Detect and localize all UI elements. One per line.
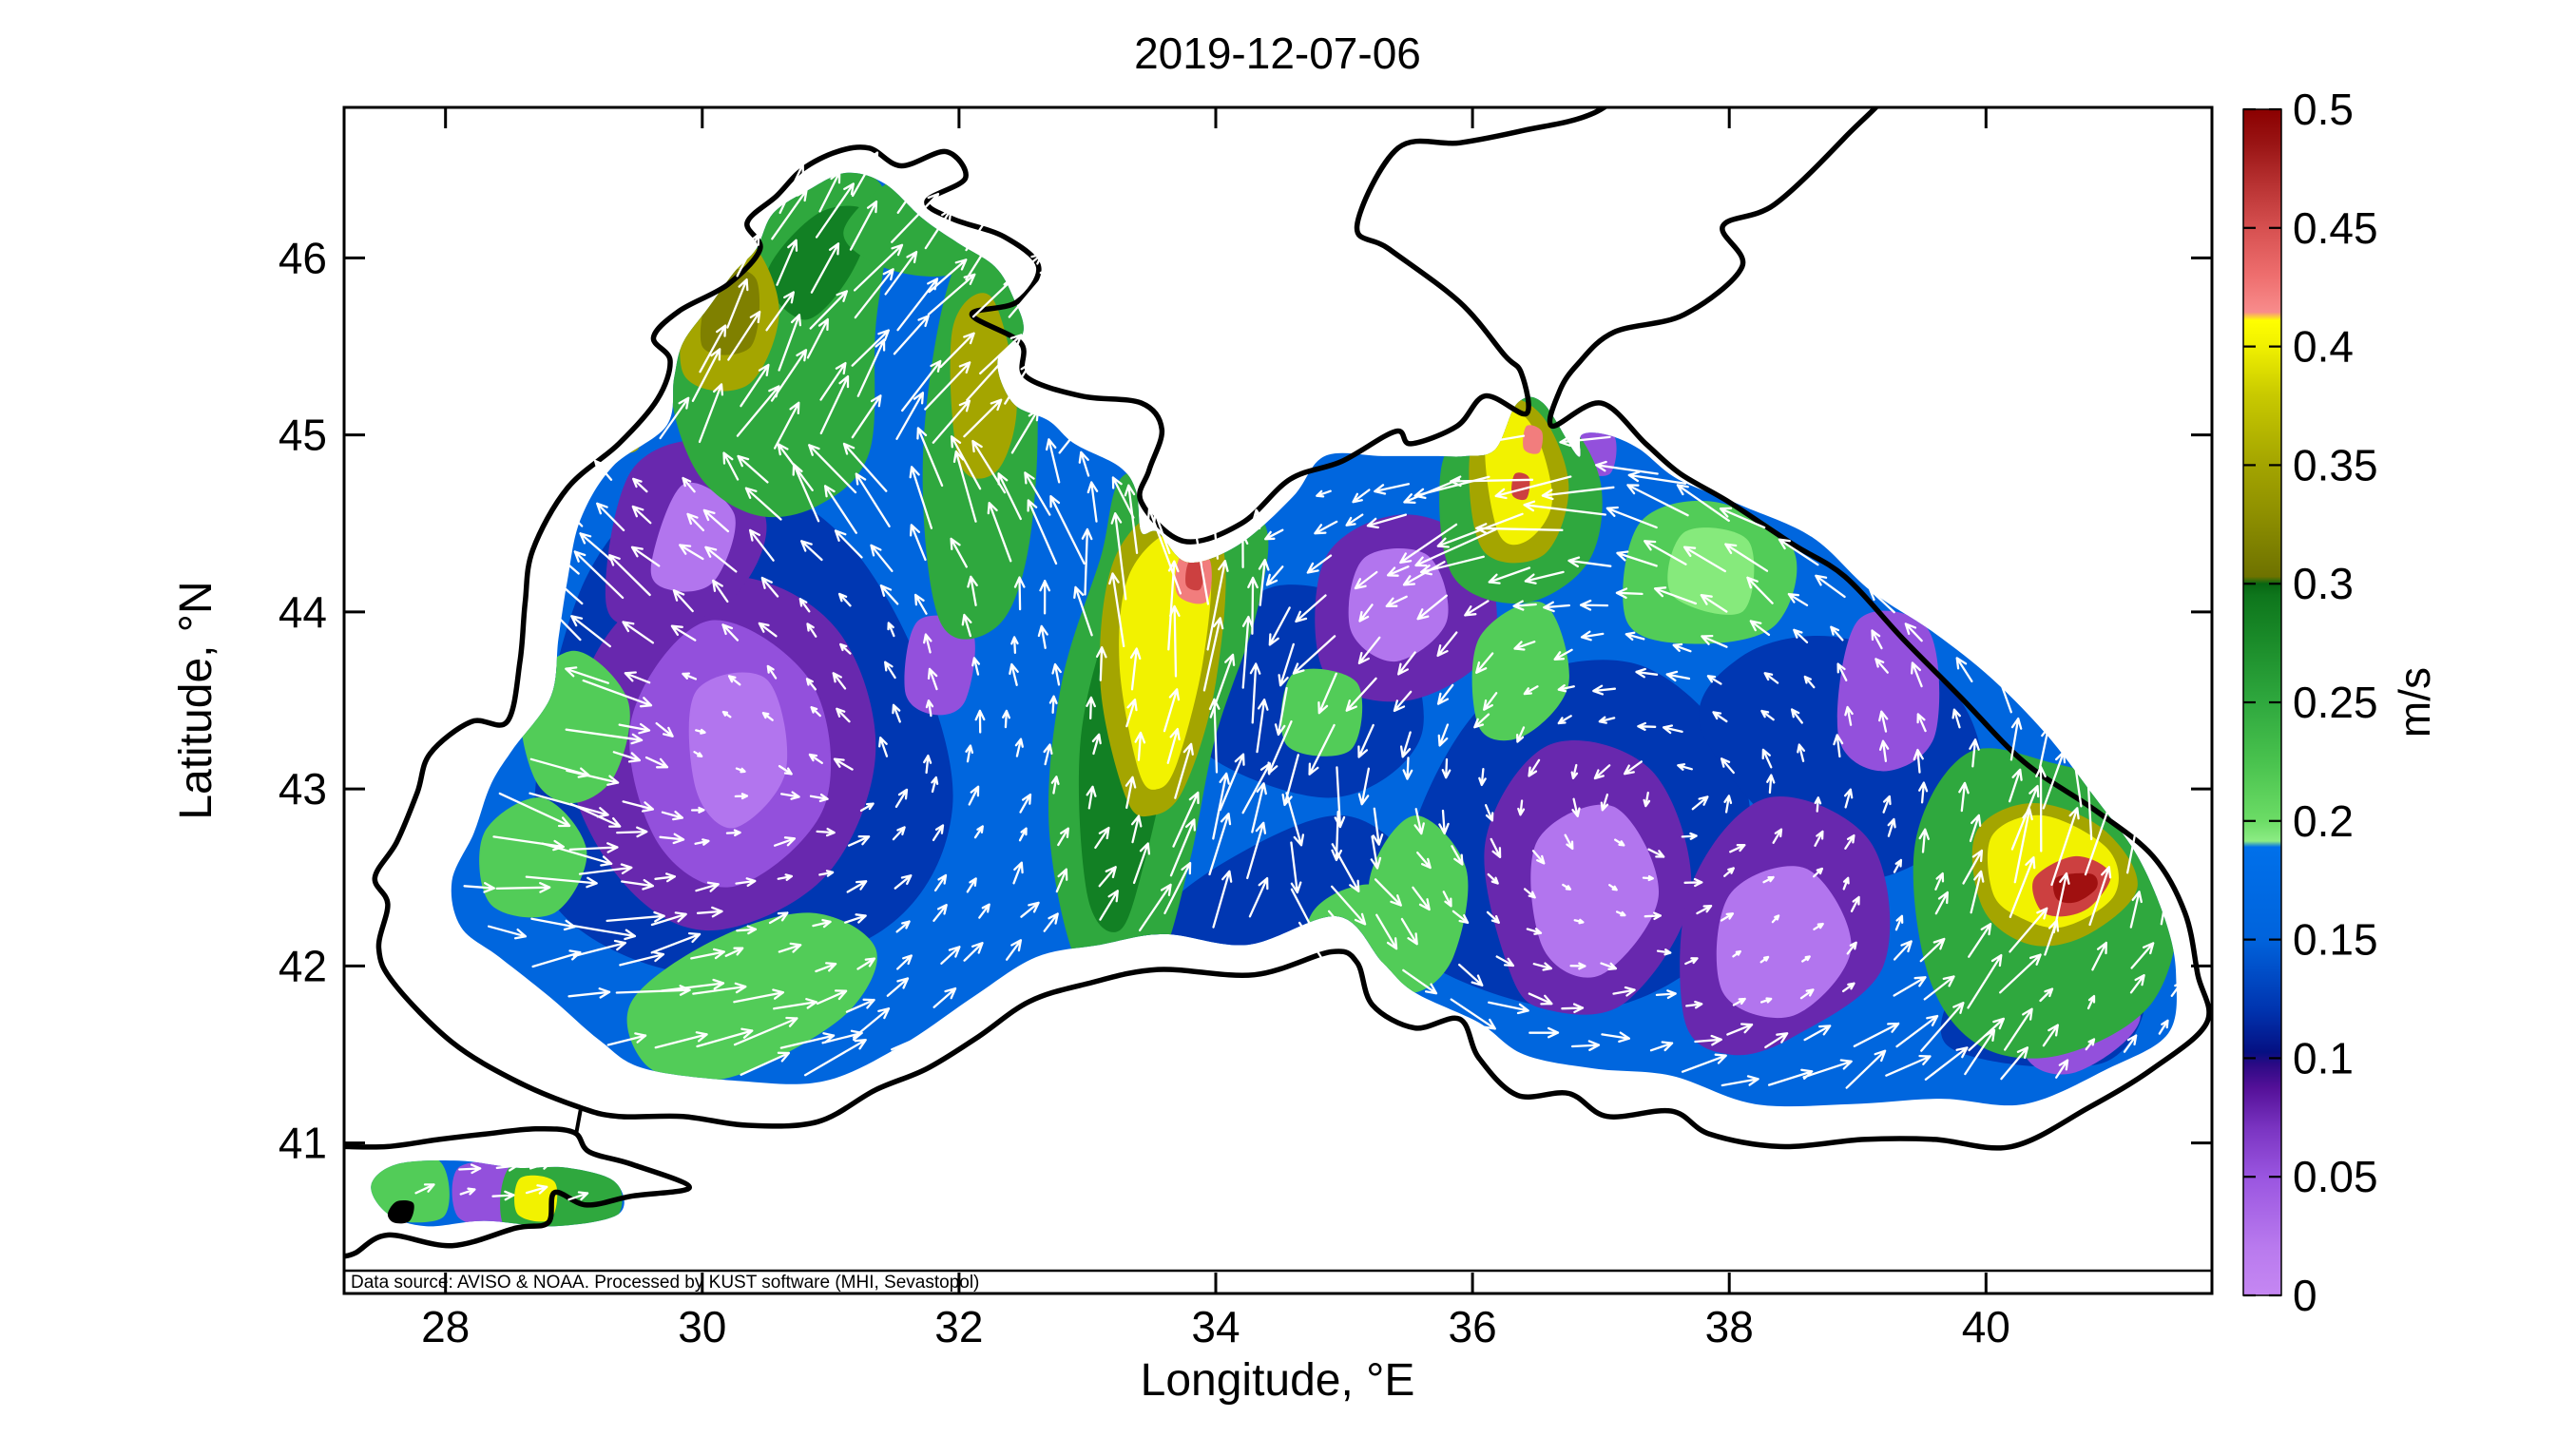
svg-text:34: 34 xyxy=(1191,1302,1240,1351)
x-tick-labels: 28 30 32 34 36 38 40 xyxy=(421,1302,2010,1351)
svg-text:41: 41 xyxy=(279,1119,327,1168)
colorbar-ticks xyxy=(2243,107,2281,1297)
svg-text:0.2: 0.2 xyxy=(2293,796,2354,846)
svg-text:0.35: 0.35 xyxy=(2293,440,2378,489)
y-axis-label: Latitude, °N xyxy=(171,581,221,819)
svg-text:0.05: 0.05 xyxy=(2293,1152,2378,1201)
y-tick-labels: 41 42 43 44 45 46 xyxy=(279,233,327,1167)
svg-text:0.1: 0.1 xyxy=(2293,1033,2354,1082)
coastline xyxy=(344,107,2212,1259)
svg-text:38: 38 xyxy=(1705,1302,1754,1351)
svg-text:0.3: 0.3 xyxy=(2293,559,2354,608)
svg-text:45: 45 xyxy=(279,411,327,460)
svg-text:40: 40 xyxy=(1962,1302,2010,1351)
svg-text:28: 28 xyxy=(421,1302,470,1351)
svg-text:0.45: 0.45 xyxy=(2293,203,2378,253)
annotation-strip xyxy=(345,1271,2210,1293)
svg-text:0: 0 xyxy=(2293,1271,2317,1320)
svg-text:44: 44 xyxy=(279,587,327,637)
colorbar-units-label: m/s xyxy=(2390,667,2439,738)
colorbar: 0 0.05 0.1 0.15 0.2 0.25 0.3 0.35 0.4 0.45 0.5 m/s xyxy=(2242,85,2439,1320)
speed-heatmap xyxy=(371,172,2177,1227)
svg-text:46: 46 xyxy=(279,233,327,282)
svg-text:0.15: 0.15 xyxy=(2293,915,2378,965)
svg-text:0.4: 0.4 xyxy=(2293,322,2354,372)
plot-frame xyxy=(342,105,2214,1295)
x-axis-label: Longitude, °E xyxy=(1141,1355,1415,1406)
annotation-text: Data source: AVISO & NOAA. Processed by … xyxy=(351,1273,979,1293)
svg-text:43: 43 xyxy=(279,764,327,814)
figure-title: 2019-12-07-06 xyxy=(1134,29,1421,78)
svg-text:30: 30 xyxy=(678,1302,726,1351)
axis-ticks xyxy=(344,107,2212,1293)
svg-text:36: 36 xyxy=(1449,1302,1497,1351)
svg-text:32: 32 xyxy=(934,1302,983,1351)
svg-text:0.5: 0.5 xyxy=(2293,85,2354,134)
svg-text:0.25: 0.25 xyxy=(2293,678,2378,727)
svg-text:42: 42 xyxy=(279,941,327,990)
data-source-annotation: Data source: AVISO & NOAA. Processed by … xyxy=(344,1269,2212,1293)
velocity-arrows xyxy=(414,151,2183,1201)
colorbar-tick-labels: 0 0.05 0.1 0.15 0.2 0.25 0.3 0.35 0.4 0.45 0.5 xyxy=(2293,85,2378,1320)
